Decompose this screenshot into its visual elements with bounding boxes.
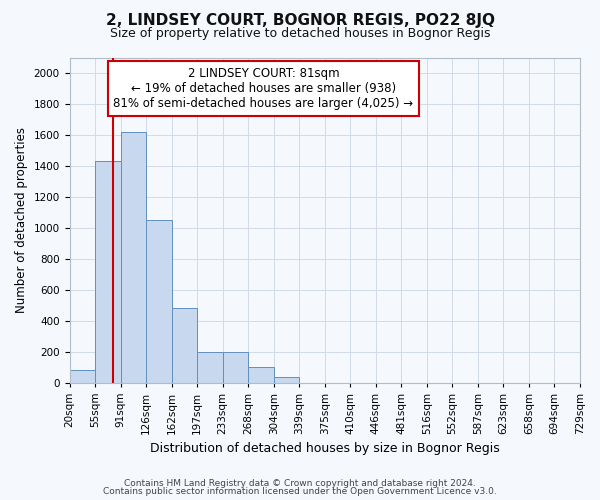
Bar (172, 308, 197, 382)
Bar (248, 367, 274, 382)
Text: Contains HM Land Registry data © Crown copyright and database right 2024.: Contains HM Land Registry data © Crown c… (124, 478, 476, 488)
Bar (121, 132, 146, 382)
Bar (274, 377, 299, 382)
Text: Size of property relative to detached houses in Bognor Regis: Size of property relative to detached ho… (110, 28, 490, 40)
Bar (70, 370, 95, 382)
Text: 2 LINDSEY COURT: 81sqm
← 19% of detached houses are smaller (938)
81% of semi-de: 2 LINDSEY COURT: 81sqm ← 19% of detached… (113, 68, 413, 110)
Text: Contains public sector information licensed under the Open Government Licence v3: Contains public sector information licen… (103, 487, 497, 496)
Bar (95, 161, 121, 382)
Y-axis label: Number of detached properties: Number of detached properties (15, 127, 28, 313)
X-axis label: Distribution of detached houses by size in Bognor Regis: Distribution of detached houses by size … (150, 442, 500, 455)
Bar (146, 220, 172, 382)
Bar (197, 352, 223, 382)
Text: 2, LINDSEY COURT, BOGNOR REGIS, PO22 8JQ: 2, LINDSEY COURT, BOGNOR REGIS, PO22 8JQ (106, 12, 494, 28)
Bar (223, 352, 248, 382)
